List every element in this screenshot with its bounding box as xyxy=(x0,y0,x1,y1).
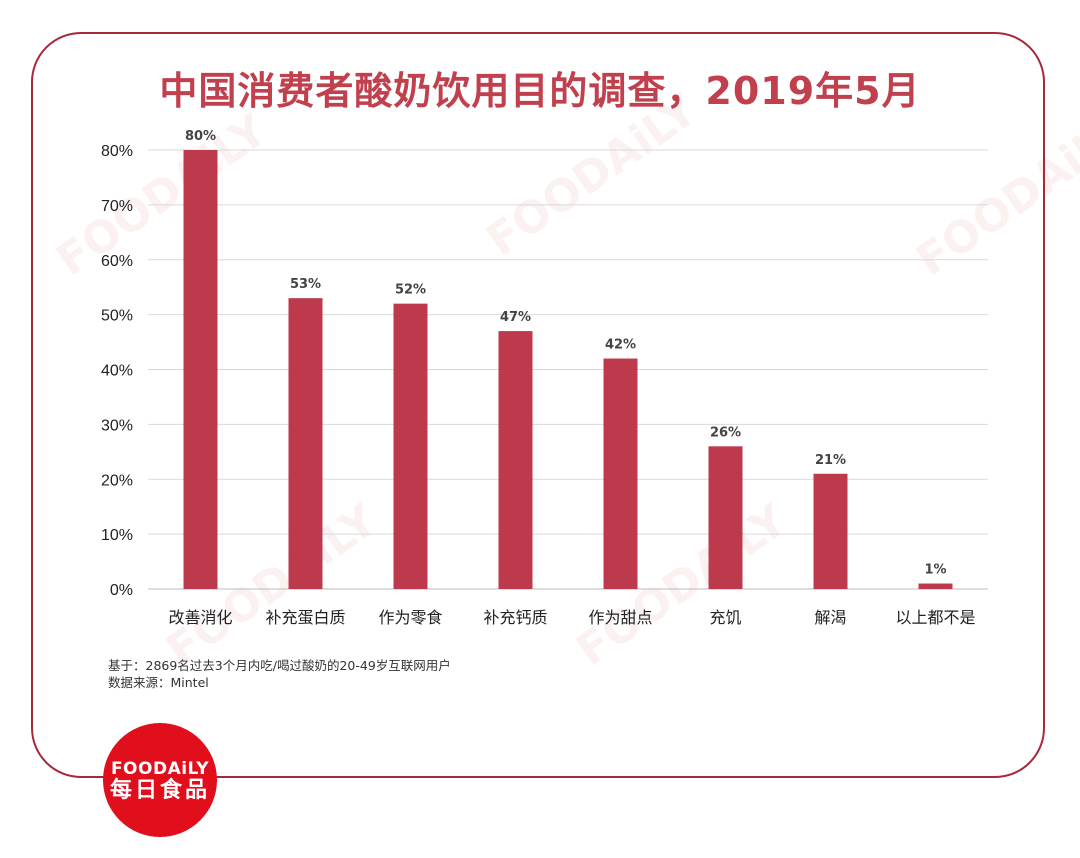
data-label: 1% xyxy=(924,563,946,578)
data-label: 42% xyxy=(605,338,636,353)
bar xyxy=(603,358,638,589)
y-tick-label: 10% xyxy=(101,527,133,544)
foodaily-logo: FOODAiLY 每日食品 xyxy=(103,723,217,837)
x-tick-label: 补充蛋白质 xyxy=(265,608,345,627)
data-label: 80% xyxy=(185,129,216,144)
data-label: 21% xyxy=(815,453,846,468)
bar xyxy=(813,473,848,589)
y-tick-label: 80% xyxy=(101,143,133,160)
data-label: 47% xyxy=(500,310,531,325)
y-tick-label: 0% xyxy=(110,582,133,599)
y-tick-label: 30% xyxy=(101,417,133,434)
y-tick-label: 70% xyxy=(101,198,133,215)
chart-frame xyxy=(31,32,1045,778)
footnote: 基于：2869名过去3个月内吃/喝过酸奶的20-49岁互联网用户 数据来源：Mi… xyxy=(108,657,451,691)
logo-text-cn: 每日食品 xyxy=(109,778,210,803)
x-tick-label: 以上都不是 xyxy=(895,608,975,627)
base-note: 基于：2869名过去3个月内吃/喝过酸奶的20-49岁互联网用户 xyxy=(108,658,451,673)
x-tick-label: 作为零食 xyxy=(378,608,442,627)
x-tick-label: 解渴 xyxy=(814,608,846,627)
chart-title: 中国消费者酸奶饮用目的调查，2019年5月 xyxy=(159,69,921,113)
bar xyxy=(918,583,953,589)
bar xyxy=(288,298,323,589)
data-label: 26% xyxy=(710,425,741,440)
x-tick-label: 充饥 xyxy=(709,608,741,627)
data-label: 52% xyxy=(395,283,426,298)
bar xyxy=(393,303,428,589)
bar xyxy=(708,446,743,589)
x-tick-label: 补充钙质 xyxy=(483,608,547,627)
y-tick-label: 20% xyxy=(101,472,133,489)
source-note: 数据来源：Mintel xyxy=(108,675,209,690)
data-label: 53% xyxy=(290,277,321,292)
bar xyxy=(183,150,218,589)
x-tick-label: 改善消化 xyxy=(168,608,232,627)
x-tick-label: 作为甜点 xyxy=(588,608,652,627)
y-tick-label: 60% xyxy=(101,253,133,270)
bar xyxy=(498,331,533,589)
y-tick-label: 50% xyxy=(101,308,133,325)
logo-text-en: FOODAiLY xyxy=(110,759,210,779)
y-tick-label: 40% xyxy=(101,363,133,380)
